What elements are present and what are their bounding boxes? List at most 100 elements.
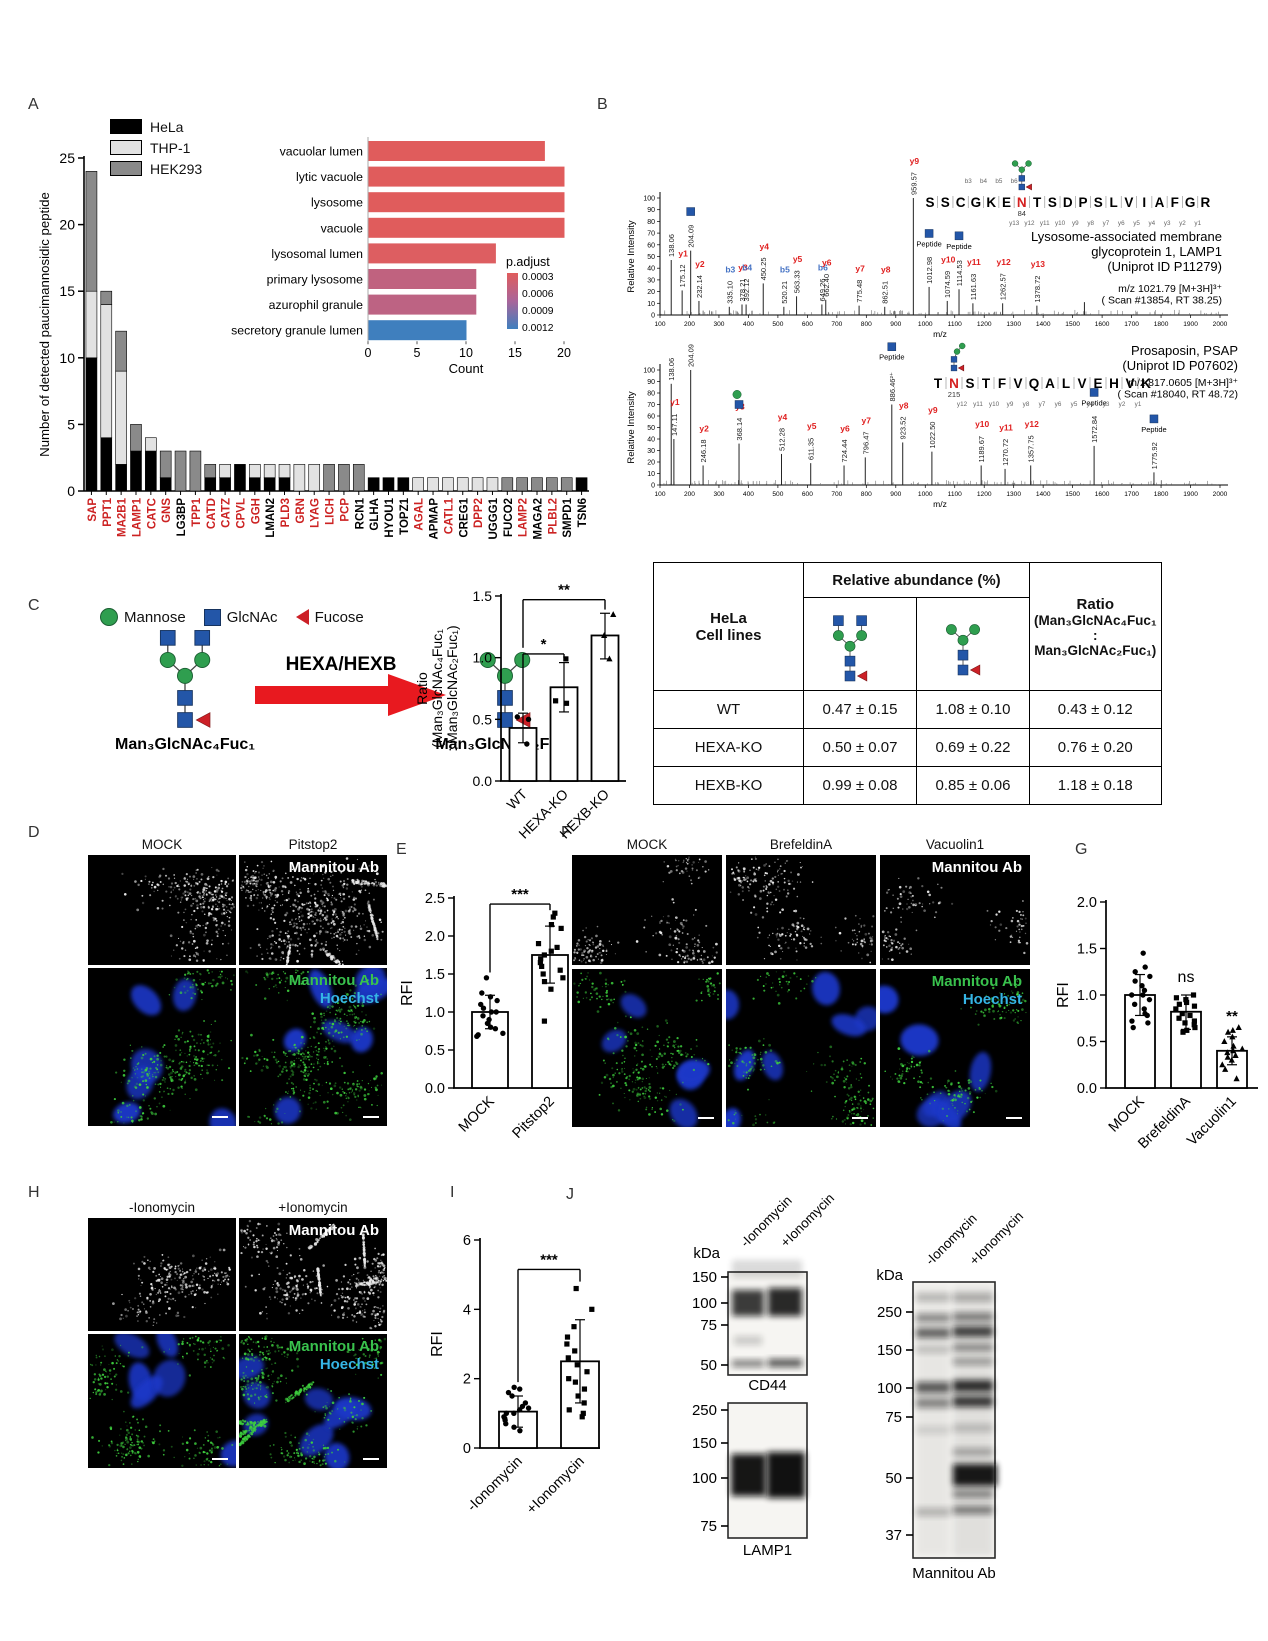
table-row: HEXB-KO 0.99 ± 0.08 0.85 ± 0.06 1.18 ± 0… bbox=[653, 766, 1162, 805]
svgC-ylabel: (Man₃GlcNAc₄Fuc₁ bbox=[429, 629, 445, 748]
go-bar-1 bbox=[368, 166, 565, 187]
barA-GLHA-HeLa bbox=[367, 477, 380, 492]
legend-item-hela: HeLa bbox=[110, 116, 202, 137]
svg-text:y6: y6 bbox=[840, 423, 850, 433]
svg-text:I: I bbox=[1142, 195, 1146, 210]
svg-text:1700: 1700 bbox=[1124, 321, 1139, 328]
go-term-3: vacuole bbox=[321, 221, 364, 235]
svg-text:700: 700 bbox=[831, 321, 842, 328]
svg-text:V: V bbox=[1124, 195, 1133, 210]
barA-HYOU1-HeLa bbox=[382, 477, 395, 492]
svg-text:84: 84 bbox=[1018, 209, 1026, 218]
legend-label: Mannose bbox=[124, 608, 186, 626]
svg-text:b4: b4 bbox=[980, 178, 988, 185]
blot-mannitou-title: Mannitou Ab bbox=[912, 1565, 995, 1582]
panelF-image-BrefeldinA-row0 bbox=[726, 855, 876, 965]
svg-text:1378.72: 1378.72 bbox=[1033, 276, 1042, 303]
barA-MA2B1-HeLa bbox=[115, 464, 127, 492]
barA-CATC-THP-1 bbox=[145, 437, 157, 452]
svg-text:600: 600 bbox=[802, 321, 813, 328]
svg-text:50: 50 bbox=[647, 425, 655, 432]
glycan-marker bbox=[734, 400, 744, 409]
svg-text:T: T bbox=[982, 376, 991, 391]
svg-text:y2: y2 bbox=[699, 423, 709, 433]
barA-PPT1-HeLa bbox=[100, 437, 113, 492]
panelA-stacked-bar-chart: 0 5 10 15 20 25 Number of detected paucimannos… bbox=[37, 150, 589, 540]
abundance-value: 0.47 ± 0.15 bbox=[803, 690, 917, 729]
glycan-marker bbox=[887, 342, 897, 351]
panelF-image-Vacuolin1-row1 bbox=[880, 969, 1030, 1127]
svg-text:700: 700 bbox=[831, 491, 842, 498]
svg-text:80: 80 bbox=[647, 391, 655, 398]
barA-TPP1-HEK293 bbox=[189, 450, 202, 492]
svg-text:R: R bbox=[1201, 195, 1211, 210]
svg-text:y4: y4 bbox=[759, 241, 769, 251]
panelD-overlay-label-Hoechst: Hoechst bbox=[319, 990, 379, 1007]
svg-text:15: 15 bbox=[508, 346, 522, 360]
barA-LG3BP-HEK293 bbox=[174, 450, 187, 492]
precursor-mz: m/z 817.0605 [M+3H]³⁺ bbox=[1128, 377, 1238, 389]
svg-text:y2: y2 bbox=[695, 259, 705, 269]
svgE-ylabel: RFI bbox=[399, 980, 416, 1006]
scale-bar bbox=[698, 1116, 714, 1119]
svg-text:y10: y10 bbox=[941, 255, 955, 265]
legend-item-hek293: HEK293 bbox=[110, 158, 202, 179]
kda-label-left: kDa bbox=[693, 1245, 720, 1262]
svg-text:b4: b4 bbox=[742, 262, 752, 272]
go-xlabel: Count bbox=[449, 361, 484, 376]
thp1-swatch bbox=[110, 140, 142, 155]
svg-text:T: T bbox=[1033, 195, 1042, 210]
svg-text:y9: y9 bbox=[910, 156, 920, 166]
svg-text:y4: y4 bbox=[778, 412, 788, 422]
svg-text:y7: y7 bbox=[1039, 401, 1046, 408]
svg-text:80: 80 bbox=[647, 219, 655, 226]
header-line: Cell lines bbox=[695, 626, 762, 644]
panelH-overlay-label-Mannitou-Ab: Mannitou Ab bbox=[288, 1338, 379, 1355]
svg-text:10: 10 bbox=[459, 346, 473, 360]
panelF-image-MOCK-row1 bbox=[572, 969, 722, 1127]
panelD-image-Pitstop2-row0 bbox=[239, 855, 387, 965]
svg-text:335.10: 335.10 bbox=[725, 281, 734, 304]
gene-label-HYOU1: HYOU1 bbox=[384, 497, 396, 537]
panel-label-f: F bbox=[561, 824, 571, 841]
gene-label-AGAL: AGAL bbox=[414, 498, 426, 531]
gene-label-CPVL: CPVL bbox=[235, 498, 247, 529]
svg-text:y4: y4 bbox=[1087, 401, 1094, 408]
svg-text:S: S bbox=[925, 195, 934, 210]
svg-text:15: 15 bbox=[59, 283, 75, 299]
svgE-xlabel-MOCK: MOCK bbox=[456, 1093, 498, 1135]
svg-text:5: 5 bbox=[414, 346, 421, 360]
svg-text:b6: b6 bbox=[1011, 178, 1019, 185]
svg-text:1400: 1400 bbox=[1036, 491, 1051, 498]
abundance-value: 0.85 ± 0.06 bbox=[916, 766, 1030, 805]
barA-CATD-HEK293 bbox=[204, 464, 217, 478]
panelG-rfi-chart: 0.00.51.01.52.0RFIMOCKBrefeldinAVacuolin… bbox=[1055, 895, 1258, 1152]
svg-text:y5: y5 bbox=[807, 421, 817, 431]
svg-text:50: 50 bbox=[647, 254, 655, 261]
significance-label: *** bbox=[511, 886, 529, 903]
gene-label-TOPZ1: TOPZ1 bbox=[399, 497, 411, 534]
svg-text:0.5: 0.5 bbox=[473, 711, 493, 727]
barA-SAP-HEK293 bbox=[85, 171, 98, 292]
significance-label: ** bbox=[558, 582, 570, 599]
svgI-xlabel-+Ionomycin: +Ionomycin bbox=[524, 1454, 588, 1518]
svg-text:1189.67: 1189.67 bbox=[977, 436, 986, 463]
go-term-2: lysosome bbox=[311, 196, 363, 210]
svg-text:y7: y7 bbox=[862, 415, 872, 425]
barA-CREG1-THP-1 bbox=[456, 477, 469, 492]
panelA-legend: HeLa THP-1 HEK293 bbox=[110, 116, 202, 179]
svg-text:0.0003: 0.0003 bbox=[522, 272, 554, 283]
scale-bar bbox=[1006, 1116, 1022, 1119]
svg-text:y12: y12 bbox=[1025, 419, 1039, 429]
svg-text:b6: b6 bbox=[818, 262, 828, 272]
svg-text:1500: 1500 bbox=[1065, 321, 1080, 328]
go-term-0: vacuolar lumen bbox=[280, 145, 364, 159]
gene-label-GGH: GGH bbox=[250, 498, 262, 524]
svg-text:60: 60 bbox=[647, 242, 655, 249]
protein-info-line: Prosaposin, PSAP bbox=[1131, 343, 1238, 358]
panel-label-d: D bbox=[28, 824, 40, 841]
cell-line: WT bbox=[653, 690, 804, 729]
svgG-ylabel: RFI bbox=[1055, 982, 1072, 1008]
svg-text:1600: 1600 bbox=[1095, 321, 1110, 328]
